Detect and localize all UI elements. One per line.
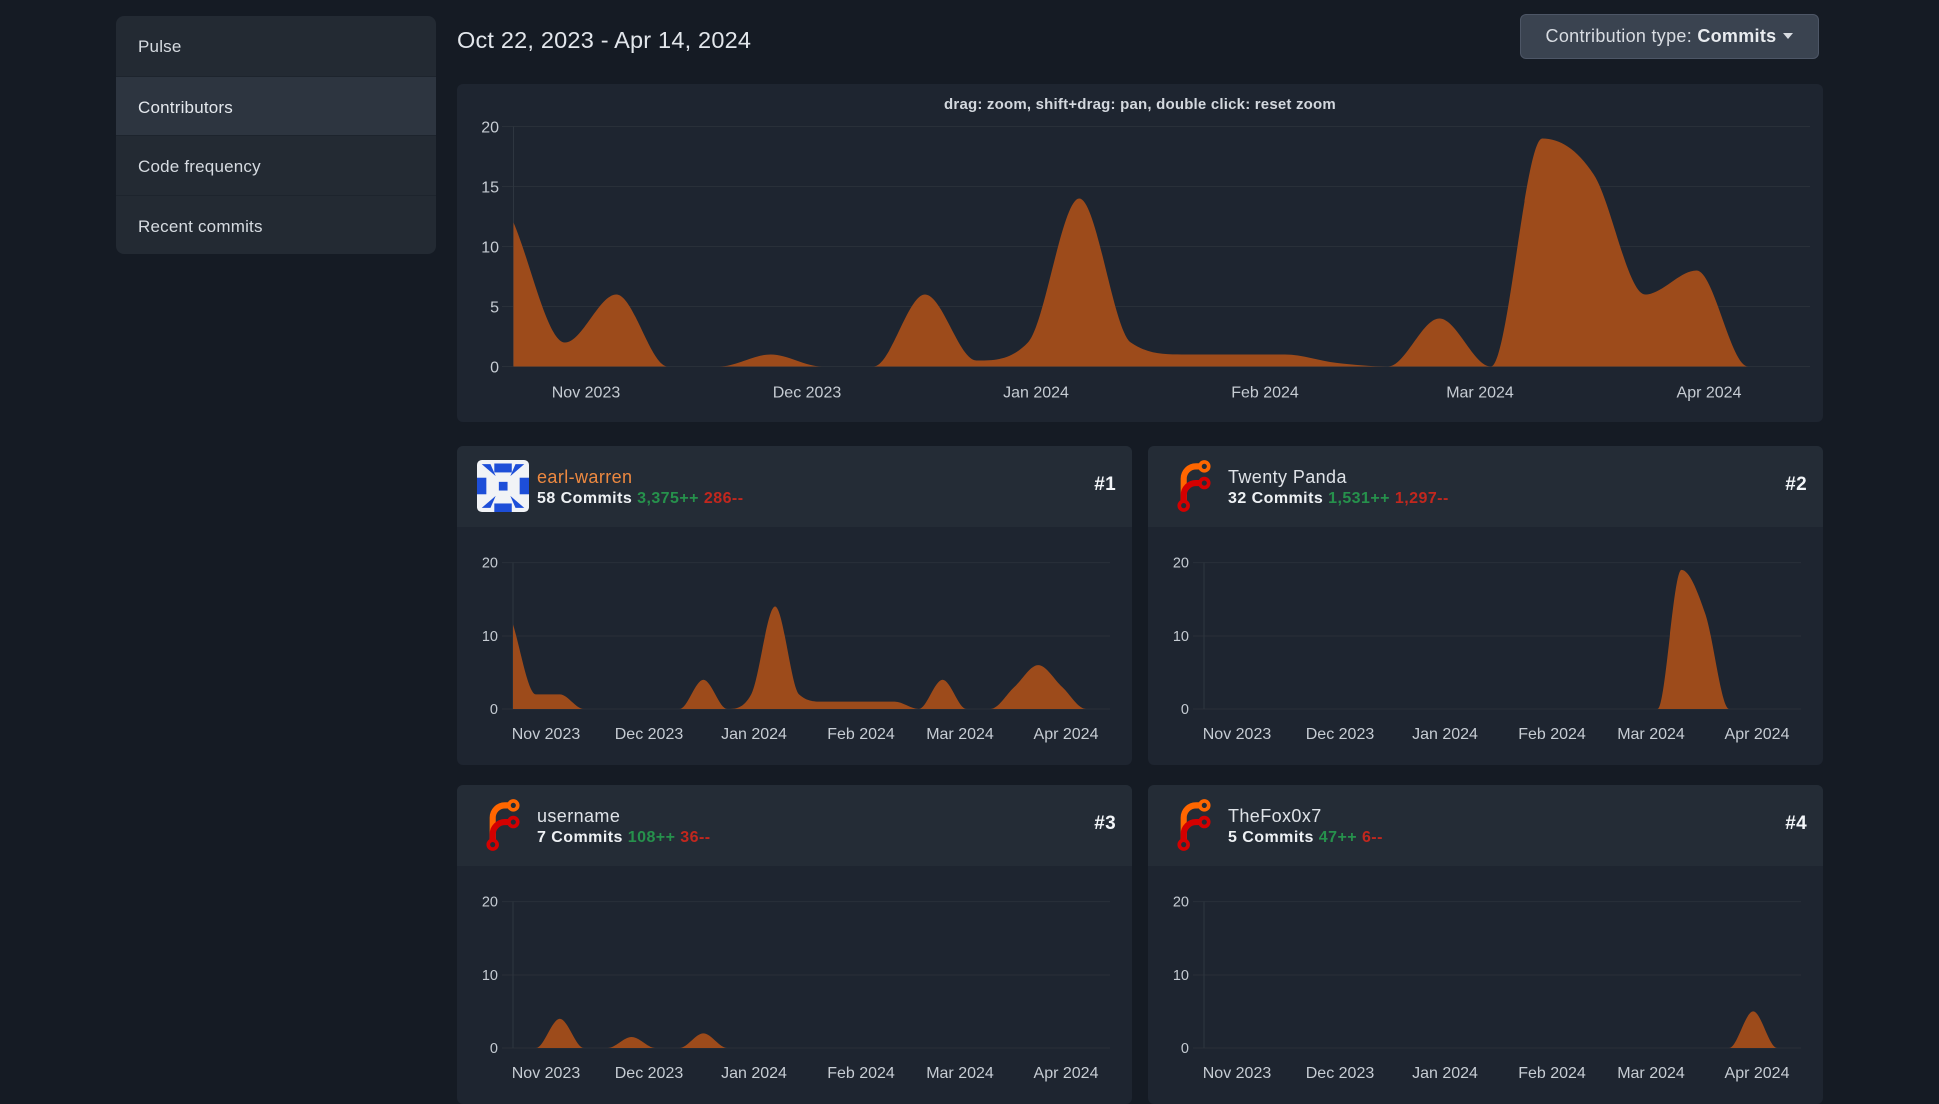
svg-text:Feb 2024: Feb 2024 xyxy=(827,1065,895,1082)
svg-text:Dec 2023: Dec 2023 xyxy=(615,1065,684,1082)
svg-text:15: 15 xyxy=(481,180,499,197)
svg-text:Mar 2024: Mar 2024 xyxy=(1617,726,1685,743)
svg-text:Mar 2024: Mar 2024 xyxy=(1446,385,1514,402)
svg-text:0: 0 xyxy=(1181,702,1189,718)
svg-text:Jan 2024: Jan 2024 xyxy=(721,726,787,743)
svg-text:20: 20 xyxy=(482,894,498,910)
svg-text:Dec 2023: Dec 2023 xyxy=(1306,726,1375,743)
svg-text:0: 0 xyxy=(490,360,499,377)
svg-text:Nov 2023: Nov 2023 xyxy=(512,1065,581,1082)
svg-text:Nov 2023: Nov 2023 xyxy=(1203,1065,1272,1082)
svg-text:Apr 2024: Apr 2024 xyxy=(1034,1065,1099,1082)
svg-text:20: 20 xyxy=(482,555,498,571)
svg-text:Jan 2024: Jan 2024 xyxy=(1412,1065,1478,1082)
svg-text:Feb 2024: Feb 2024 xyxy=(1518,1065,1586,1082)
svg-text:20: 20 xyxy=(1173,555,1189,571)
svg-text:Dec 2023: Dec 2023 xyxy=(1306,1065,1375,1082)
svg-text:Nov 2023: Nov 2023 xyxy=(512,726,581,743)
svg-text:10: 10 xyxy=(1173,968,1189,984)
svg-text:Nov 2023: Nov 2023 xyxy=(552,385,621,402)
svg-text:10: 10 xyxy=(1173,629,1189,645)
svg-text:Jan 2024: Jan 2024 xyxy=(721,1065,787,1082)
svg-text:10: 10 xyxy=(482,968,498,984)
svg-text:Nov 2023: Nov 2023 xyxy=(1203,726,1272,743)
svg-text:Dec 2023: Dec 2023 xyxy=(773,385,842,402)
svg-text:Apr 2024: Apr 2024 xyxy=(1725,726,1790,743)
svg-text:20: 20 xyxy=(481,120,499,137)
svg-text:Mar 2024: Mar 2024 xyxy=(1617,1065,1685,1082)
svg-text:10: 10 xyxy=(482,629,498,645)
svg-text:5: 5 xyxy=(490,300,499,317)
svg-text:Mar 2024: Mar 2024 xyxy=(926,1065,994,1082)
svg-text:Dec 2023: Dec 2023 xyxy=(615,726,684,743)
svg-text:Apr 2024: Apr 2024 xyxy=(1725,1065,1790,1082)
svg-text:Jan 2024: Jan 2024 xyxy=(1412,726,1478,743)
svg-text:0: 0 xyxy=(490,702,498,718)
svg-text:Feb 2024: Feb 2024 xyxy=(827,726,895,743)
svg-text:Feb 2024: Feb 2024 xyxy=(1518,726,1586,743)
svg-text:Feb 2024: Feb 2024 xyxy=(1231,385,1299,402)
svg-text:0: 0 xyxy=(1181,1041,1189,1057)
svg-text:10: 10 xyxy=(481,240,499,257)
svg-text:Apr 2024: Apr 2024 xyxy=(1677,385,1742,402)
svg-text:0: 0 xyxy=(490,1041,498,1057)
svg-text:Mar 2024: Mar 2024 xyxy=(926,726,994,743)
svg-text:Jan 2024: Jan 2024 xyxy=(1003,385,1069,402)
svg-text:20: 20 xyxy=(1173,894,1189,910)
svg-text:Apr 2024: Apr 2024 xyxy=(1034,726,1099,743)
